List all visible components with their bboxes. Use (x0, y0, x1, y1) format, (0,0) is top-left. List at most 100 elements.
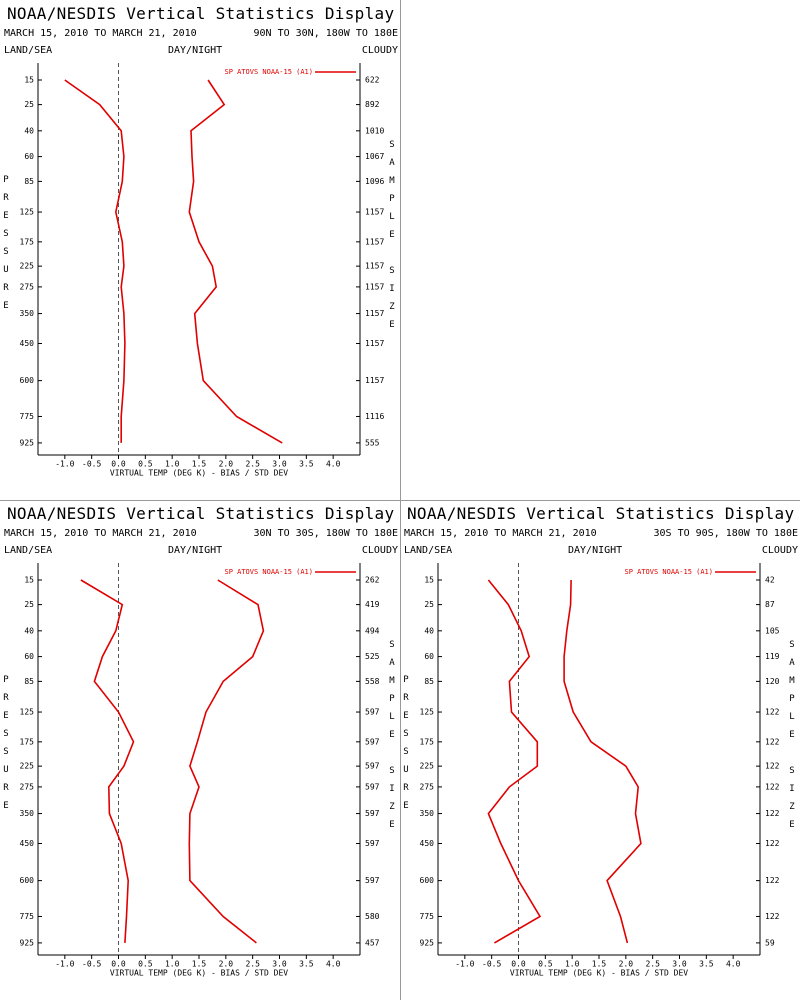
sample-size: 105 (765, 626, 780, 635)
y-tick-label: 225 (20, 262, 35, 271)
bias-line (487, 579, 542, 944)
legend-label: SP ATOVS NOAA-15 (A1) (224, 568, 313, 576)
chart-title: NOAA/NESDIS Vertical Statistics Display (7, 4, 395, 23)
y-tick-label: 175 (20, 737, 35, 746)
y-tick-label: 225 (20, 762, 35, 771)
x-tick-label: -1.0 (55, 960, 74, 969)
sample-size: 580 (365, 912, 380, 921)
day-night-label: DAY/NIGHT (168, 45, 223, 56)
sample-size: 119 (765, 652, 780, 661)
chart-subtitle: MARCH 15, 2010 TO MARCH 21, 2010 (4, 28, 197, 39)
chart-panel: NOAA/NESDIS Vertical Statistics Display M… (0, 500, 400, 1000)
y-tick-label: 25 (24, 600, 34, 609)
y2-axis-label: SAMPLE SIZE (387, 140, 397, 338)
y-tick-label: 175 (20, 237, 35, 246)
cloudy-label: CLOUDY (361, 45, 398, 56)
x-tick-label: 2.0 (219, 960, 234, 969)
y-tick-label: 450 (20, 339, 35, 348)
chart-title: NOAA/NESDIS Vertical Statistics Display (7, 504, 395, 523)
x-tick-label: 2.5 (645, 960, 660, 969)
y-tick-label: 775 (420, 912, 435, 921)
chart: -1.0 -0.5 0.0 0.5 1.0 1.5 2.0 2.5 3.0 3.5 4.0 VIRTU… (420, 563, 780, 978)
chart-panel: NOAA/NESDIS Vertical Statistics Display M… (0, 0, 400, 500)
x-tick-label: 0.5 (138, 460, 153, 469)
sample-size: 555 (365, 438, 380, 447)
sample-size: 494 (365, 626, 380, 635)
y2-axis-label: SAMPLE SIZE (787, 640, 797, 838)
sample-size: 122 (765, 782, 780, 791)
cloudy-label: CLOUDY (761, 545, 798, 556)
sample-size: 457 (365, 938, 380, 947)
x-tick-label: 3.5 (299, 460, 314, 469)
x-tick-label: 0.0 (511, 960, 526, 969)
sample-size: 1157 (365, 376, 384, 385)
sample-size: 122 (765, 737, 780, 746)
land-sea-label: LAND/SEA (4, 545, 53, 556)
y-tick-label: 85 (424, 677, 434, 686)
y-tick-label: 275 (20, 782, 35, 791)
x-axis-label: VIRTUAL TEMP (DEG K) - BIAS / STD DEV (510, 969, 688, 978)
std-dev-line (563, 579, 642, 944)
day-night-label: DAY/NIGHT (168, 545, 223, 556)
legend-label: SP ATOVS NOAA-15 (A1) (624, 568, 713, 576)
y-tick-label: 125 (20, 208, 35, 217)
x-axis-label: VIRTUAL TEMP (DEG K) - BIAS / STD DEV (110, 969, 288, 978)
legend-label: SP ATOVS NOAA-15 (A1) (224, 68, 313, 76)
std-dev-line (188, 79, 283, 444)
sample-size: 122 (765, 708, 780, 717)
x-tick-label: 1.5 (592, 960, 607, 969)
y-tick-label: 600 (420, 876, 435, 885)
sample-size: 42 (765, 576, 775, 585)
x-axis-label: VIRTUAL TEMP (DEG K) - BIAS / STD DEV (110, 469, 288, 478)
x-tick-label: 0.5 (138, 960, 153, 969)
x-tick-label: 1.0 (165, 460, 180, 469)
x-tick-label: 3.0 (272, 460, 287, 469)
sample-size: 122 (765, 809, 780, 818)
sample-size: 525 (365, 652, 380, 661)
x-tick-label: 3.5 (699, 960, 714, 969)
sample-size: 597 (365, 839, 380, 848)
chart-subtitle: MARCH 15, 2010 TO MARCH 21, 2010 (404, 528, 597, 539)
y2-axis-label: SAMPLE SIZE (387, 640, 397, 838)
x-tick-label: 3.0 (672, 960, 687, 969)
y-tick-label: 85 (24, 177, 34, 186)
sample-size: 1116 (365, 412, 384, 421)
y-tick-label: 600 (20, 376, 35, 385)
sample-size: 597 (365, 782, 380, 791)
sample-size: 558 (365, 677, 380, 686)
x-tick-label: 2.0 (619, 960, 634, 969)
sample-size: 262 (365, 576, 380, 585)
region: 30S TO 90S, 180W TO 180E (653, 528, 799, 539)
sample-size: 597 (365, 737, 380, 746)
land-sea-label: LAND/SEA (404, 545, 453, 556)
y-tick-label: 60 (24, 152, 34, 161)
y-tick-label: 25 (24, 100, 34, 109)
chart: -1.0 -0.5 0.0 0.5 1.0 1.5 2.0 2.5 3.0 3.5 4.0 VIRTU… (20, 63, 384, 478)
sample-size: 122 (765, 839, 780, 848)
y-tick-label: 125 (420, 708, 435, 717)
day-night-label: DAY/NIGHT (568, 545, 623, 556)
divider (0, 500, 800, 501)
x-tick-label: 0.0 (111, 960, 126, 969)
y-tick-label: 15 (24, 76, 34, 85)
x-tick-label: -0.5 (482, 960, 501, 969)
sample-size: 622 (365, 76, 380, 85)
sample-size: 1157 (365, 208, 384, 217)
y-tick-label: 40 (24, 126, 34, 135)
chart-title: NOAA/NESDIS Vertical Statistics Display (407, 504, 795, 523)
sample-size: 1067 (365, 152, 384, 161)
sample-size: 87 (765, 600, 775, 609)
x-tick-label: 4.0 (326, 960, 341, 969)
std-dev-line (188, 579, 265, 944)
sample-size: 122 (765, 762, 780, 771)
y-axis-label: PRESSURE (1, 675, 11, 819)
sample-size: 59 (765, 938, 775, 947)
y-tick-label: 85 (24, 677, 34, 686)
region: 30N TO 30S, 180W TO 180E (253, 528, 399, 539)
y-tick-label: 40 (24, 626, 34, 635)
x-tick-label: 1.5 (192, 960, 207, 969)
sample-size: 1157 (365, 237, 384, 246)
sample-size: 1010 (365, 126, 384, 135)
y-tick-label: 40 (424, 626, 434, 635)
